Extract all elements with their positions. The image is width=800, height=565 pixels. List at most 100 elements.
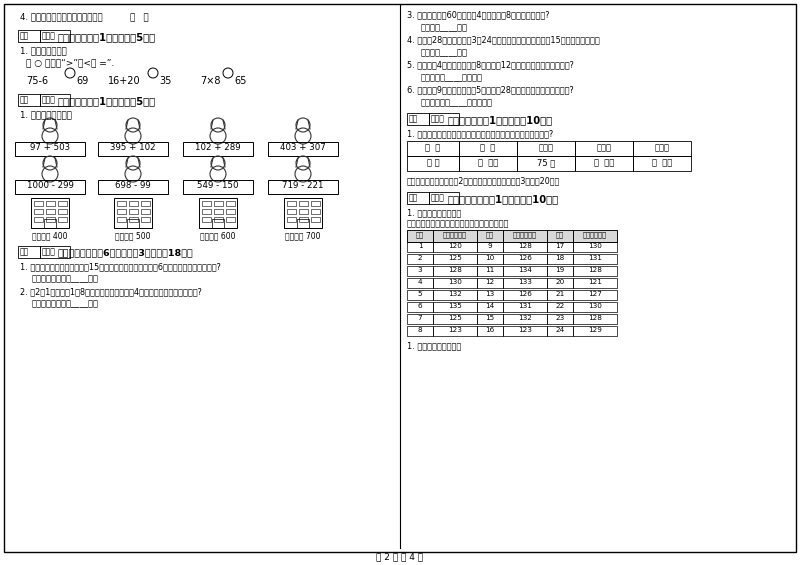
Text: 评卷人: 评卷人 [431,193,445,202]
Bar [477,326,503,336]
Bar [573,230,617,242]
Bar [547,314,573,324]
Bar [573,290,617,300]
Bar [503,302,547,312]
Bar [226,217,235,222]
Text: 120: 120 [448,243,462,249]
Bar [517,156,575,171]
Text: 得分: 得分 [20,247,30,257]
Text: 1000 - 299: 1000 - 299 [26,181,74,190]
Bar [268,142,338,156]
Bar [214,201,223,206]
Bar [433,302,477,312]
Text: 学号: 学号 [486,231,494,238]
Text: 在 ○ 里填上“>”、<或 =”.: 在 ○ 里填上“>”、<或 =”. [26,58,114,67]
Bar [129,201,138,206]
Text: 22: 22 [555,303,565,309]
Bar [199,198,237,228]
Bar [503,278,547,288]
Bar [503,254,547,264]
Text: 4. 小红有28个气球，小舦3有24个气球，送给幼儿园小朋友15个，还剩多少个？: 4. 小红有28个气球，小舦3有24个气球，送给幼儿园小朋友15个，还剩多少个？ [407,35,600,44]
Bar [477,254,503,264]
Bar [477,290,503,300]
Bar [117,217,126,222]
Text: 1: 1 [418,243,422,249]
Text: 12: 12 [486,279,494,285]
Text: 学号: 学号 [556,231,564,238]
Text: 评卷人: 评卷人 [42,32,56,41]
Bar [407,290,433,300]
Bar [287,217,296,222]
Bar [547,302,573,312]
Bar [573,278,617,288]
Bar [141,201,150,206]
Text: 125: 125 [448,255,462,261]
Bar [287,209,296,214]
Text: 答：两天一共看了____页。: 答：两天一共看了____页。 [32,274,99,283]
Bar [503,326,547,336]
Text: 102 + 289: 102 + 289 [195,143,241,152]
Text: 24: 24 [555,327,565,333]
Text: 8: 8 [418,327,422,333]
Bar [407,156,459,171]
Text: 得分: 得分 [20,95,30,105]
Text: 3. 商店有自行轣60辆，卖了4天，每天塨8辆，还剩多少辆?: 3. 商店有自行轣60辆，卖了4天，每天塨8辆，还剩多少辆? [407,10,550,19]
Bar [433,278,477,288]
Text: 2: 2 [418,255,422,261]
Text: 1. 观察分析，我统计。: 1. 观察分析，我统计。 [407,208,462,217]
Text: 549 - 150: 549 - 150 [198,181,238,190]
Text: 7×8: 7×8 [200,76,221,86]
Text: 135: 135 [448,303,462,309]
Text: 123: 123 [518,327,532,333]
Bar [477,230,503,242]
Text: 719 - 221: 719 - 221 [282,181,324,190]
Text: 答：还剩____个。: 答：还剩____个。 [421,48,468,57]
Text: 6. 商店里有9袋乒乓球，每袋5个，卖了28个，现在还有多少个乒乓球?: 6. 商店里有9袋乒乓球，每袋5个，卖了28个，现在还有多少个乒乓球? [407,85,574,94]
Bar [573,242,617,252]
Bar [547,326,573,336]
Bar [477,230,503,242]
Bar [287,201,296,206]
Bar [547,230,573,242]
Bar [129,217,138,222]
Text: 9: 9 [488,243,492,249]
Bar [141,217,150,222]
Bar [517,141,575,156]
Text: 五年级借的书是四年级的2倍，六年级借书比四年级的3倍还多20本。: 五年级借的书是四年级的2倍，六年级借书比四年级的3倍还多20本。 [407,176,560,185]
Bar [114,198,152,228]
Bar [214,209,223,214]
Bar [407,314,433,324]
Text: 5: 5 [418,291,422,297]
Text: 得数大约 500: 得数大约 500 [115,231,150,240]
Bar [633,156,691,171]
Bar [18,246,40,258]
Text: 133: 133 [518,279,532,285]
Text: 五年级: 五年级 [597,143,611,152]
Text: 21: 21 [555,291,565,297]
Text: 3: 3 [418,267,422,273]
Bar [299,201,308,206]
Bar [407,278,433,288]
Bar [407,230,433,242]
Bar [575,141,633,156]
Bar [407,230,433,242]
Bar [15,180,85,194]
Bar [46,217,55,222]
Bar [98,180,168,194]
Text: 132: 132 [448,291,462,297]
Text: （  ）本: （ ）本 [594,158,614,167]
Text: 131: 131 [518,303,532,309]
Bar [503,230,547,242]
Bar [40,30,70,42]
Text: 75-6: 75-6 [26,76,48,86]
Bar [183,180,253,194]
Bar [407,242,433,252]
Text: 答：现在还有____个乒乓球。: 答：现在还有____个乒乓球。 [421,98,493,107]
Bar [18,30,40,42]
Text: 129: 129 [588,327,602,333]
Bar [40,246,70,258]
Text: 11: 11 [486,267,494,273]
Bar [40,94,70,106]
Text: 学号: 学号 [416,231,424,238]
Text: 2. 有2符1水，每符1有8瓶，把这些水平均分绔4个同学，每个同学能分几瓶?: 2. 有2符1水，每符1有8瓶，把这些水平均分绔4个同学，每个同学能分几瓶? [20,287,202,296]
